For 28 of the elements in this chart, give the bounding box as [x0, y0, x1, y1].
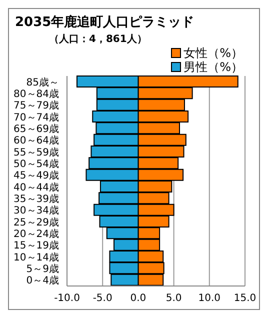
x-tick-label: 10.0 [198, 293, 221, 304]
y-tick-label: 70～74歳 [14, 111, 59, 124]
x-tick-label: 5.0 [166, 293, 182, 304]
y-tick-label: 60～64歳 [14, 134, 59, 147]
legend-label: 男性（%） [184, 60, 243, 74]
y-tick-label: 10～14歳 [14, 251, 59, 264]
y-tick-label: 5～9歳 [26, 263, 59, 276]
x-tick-label: 0.0 [130, 293, 146, 304]
legend-label: 女性（%） [184, 46, 243, 60]
y-tick-label: 45～49歳 [14, 170, 59, 182]
x-tick-label: -5.0 [92, 293, 112, 304]
y-tick-label: 40～44歳 [14, 181, 59, 194]
chart-title: 2035年鹿追町人口ピラミッド [14, 14, 196, 31]
y-tick-label: 55～59歳 [14, 146, 59, 158]
chart-subtitle: （人口：4，861人） [48, 32, 148, 46]
y-tick-label: 35～39歳 [14, 193, 59, 206]
x-tick-label: 15.0 [234, 293, 256, 304]
y-tick-label: 65～69歳 [14, 123, 59, 136]
y-tick-label: 30～34歳 [14, 204, 59, 217]
y-tick-label: 50～54歳 [14, 158, 59, 170]
y-tick-label: 25～29歳 [14, 216, 59, 228]
y-tick-label: 75～79歳 [14, 100, 59, 112]
y-tick-label: 85歳～ [26, 76, 59, 88]
y-tick-label: 80～84歳 [14, 88, 59, 100]
y-tick-label: 20～24歳 [14, 228, 59, 240]
x-tick-label: -10.0 [54, 293, 80, 304]
y-tick-label: 0～4歳 [26, 274, 59, 287]
y-tick-label: 15～19歳 [14, 240, 59, 252]
